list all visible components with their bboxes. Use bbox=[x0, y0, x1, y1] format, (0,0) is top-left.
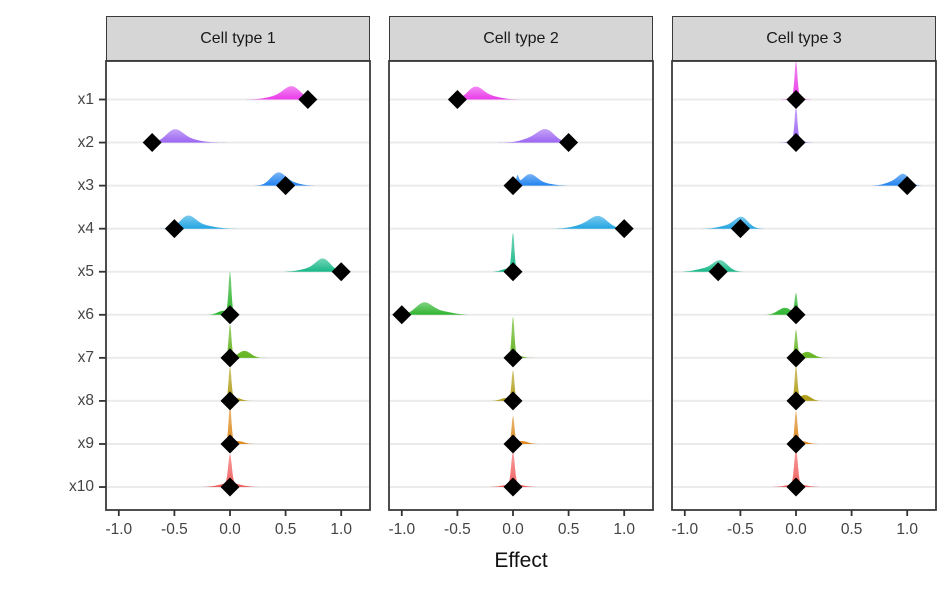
point-estimate-x3 bbox=[503, 176, 523, 196]
x-axis-tick-label: 0.0 bbox=[502, 521, 524, 538]
density-x5 bbox=[485, 232, 530, 272]
density-x5 bbox=[270, 258, 353, 272]
point-estimate-x4 bbox=[730, 219, 750, 239]
point-estimate-x6 bbox=[392, 305, 412, 325]
point-estimate-x5 bbox=[331, 262, 351, 282]
point-estimate-x10 bbox=[220, 477, 240, 497]
density-x3 bbox=[500, 174, 580, 186]
density-x6 bbox=[201, 271, 246, 315]
facet-strip-label: Cell type 1 bbox=[200, 29, 276, 47]
y-axis-label: x6 bbox=[77, 305, 94, 323]
point-estimate-x7 bbox=[220, 348, 240, 368]
point-estimate-x8 bbox=[503, 391, 523, 411]
point-estimate-x9 bbox=[220, 434, 240, 454]
point-estimate-x7 bbox=[786, 348, 806, 368]
x-axis-tick-label: -1.0 bbox=[388, 521, 416, 538]
y-axis-label: x2 bbox=[77, 133, 94, 151]
point-estimate-x8 bbox=[220, 391, 240, 411]
point-estimate-x2 bbox=[142, 133, 162, 153]
x-axis-tick-label: 0.5 bbox=[840, 521, 863, 538]
x-axis-tick-label: 0.5 bbox=[557, 521, 580, 538]
facet-strip-cell-type-2: Cell type 2 bbox=[389, 16, 653, 61]
density-x7 bbox=[500, 316, 537, 358]
y-axis-label: x10 bbox=[69, 478, 94, 496]
x-axis-tick-label: -0.5 bbox=[161, 521, 188, 538]
density-x4 bbox=[692, 216, 769, 229]
density-x9 bbox=[499, 416, 545, 444]
density-x5 bbox=[673, 260, 750, 272]
point-estimate-x8 bbox=[786, 391, 806, 411]
y-axis-label: x1 bbox=[77, 90, 94, 108]
y-axis-label: x8 bbox=[77, 391, 94, 409]
density-x6 bbox=[390, 302, 483, 315]
density-x10 bbox=[477, 452, 549, 487]
density-x3 bbox=[862, 173, 927, 186]
x-axis-tick-label: -0.5 bbox=[444, 521, 471, 538]
point-estimate-x1 bbox=[298, 90, 318, 109]
point-estimate-x3 bbox=[897, 176, 917, 196]
point-estimate-x9 bbox=[503, 434, 523, 454]
density-x9 bbox=[779, 411, 824, 444]
facet-strip-cell-type-1: Cell type 1 bbox=[106, 16, 370, 61]
x-axis-tick-label: -1.0 bbox=[671, 521, 699, 538]
density-x10 bbox=[190, 454, 270, 487]
density-x1 bbox=[444, 86, 531, 100]
facet-strip-label: Cell type 3 bbox=[766, 29, 842, 47]
point-estimate-x4 bbox=[164, 219, 184, 239]
point-estimate-x7 bbox=[503, 348, 523, 368]
point-estimate-x3 bbox=[276, 176, 296, 196]
x-axis-tick-label: 1.0 bbox=[613, 521, 635, 538]
density-x1 bbox=[776, 62, 816, 100]
x-axis-tick-label: 0.5 bbox=[274, 521, 297, 538]
x-axis-tick-label: 0.0 bbox=[219, 521, 241, 538]
x-axis-tick-label: 0.0 bbox=[785, 521, 807, 538]
point-estimate-x10 bbox=[503, 477, 523, 497]
density-x10 bbox=[760, 449, 832, 487]
x-axis-title: Effect bbox=[494, 549, 548, 572]
x-axis-tick-label: -1.0 bbox=[105, 521, 133, 538]
point-estimate-x6 bbox=[786, 305, 806, 325]
density-x7 bbox=[220, 324, 269, 358]
facet-strip-cell-type-3: Cell type 3 bbox=[672, 16, 936, 61]
density-x8 bbox=[484, 370, 529, 401]
density-x9 bbox=[215, 405, 260, 444]
panel-border bbox=[388, 60, 654, 511]
point-estimate-x5 bbox=[503, 262, 523, 282]
density-x2 bbox=[141, 129, 234, 143]
facet-strip-label: Cell type 2 bbox=[483, 29, 559, 47]
y-axis-label: x9 bbox=[77, 434, 94, 452]
panel-border bbox=[671, 60, 937, 511]
density-x8 bbox=[213, 367, 258, 401]
point-estimate-x4 bbox=[614, 219, 634, 239]
y-axis-label: x7 bbox=[77, 348, 94, 366]
density-x2 bbox=[776, 107, 816, 143]
point-estimate-x2 bbox=[559, 133, 579, 153]
x-axis-tick-label: -0.5 bbox=[727, 521, 754, 538]
density-x8 bbox=[782, 366, 828, 401]
x-axis-tick-label: 1.0 bbox=[896, 521, 918, 538]
density-x2 bbox=[491, 129, 580, 143]
point-estimate-x9 bbox=[786, 434, 806, 454]
panel-border bbox=[105, 60, 371, 511]
density-x7 bbox=[782, 329, 832, 358]
density-x4 bbox=[541, 215, 635, 229]
y-axis-label: x4 bbox=[77, 219, 94, 237]
point-estimate-x10 bbox=[786, 477, 806, 497]
point-estimate-x6 bbox=[220, 305, 240, 325]
point-estimate-x5 bbox=[708, 262, 728, 282]
y-axis-label: x5 bbox=[77, 262, 94, 280]
x-axis-tick-label: 1.0 bbox=[330, 521, 352, 538]
density-x6 bbox=[758, 293, 812, 315]
y-axis-label: x3 bbox=[77, 176, 94, 194]
point-estimate-x1 bbox=[447, 90, 467, 109]
point-estimate-x2 bbox=[786, 133, 806, 153]
point-estimate-x1 bbox=[786, 90, 806, 109]
